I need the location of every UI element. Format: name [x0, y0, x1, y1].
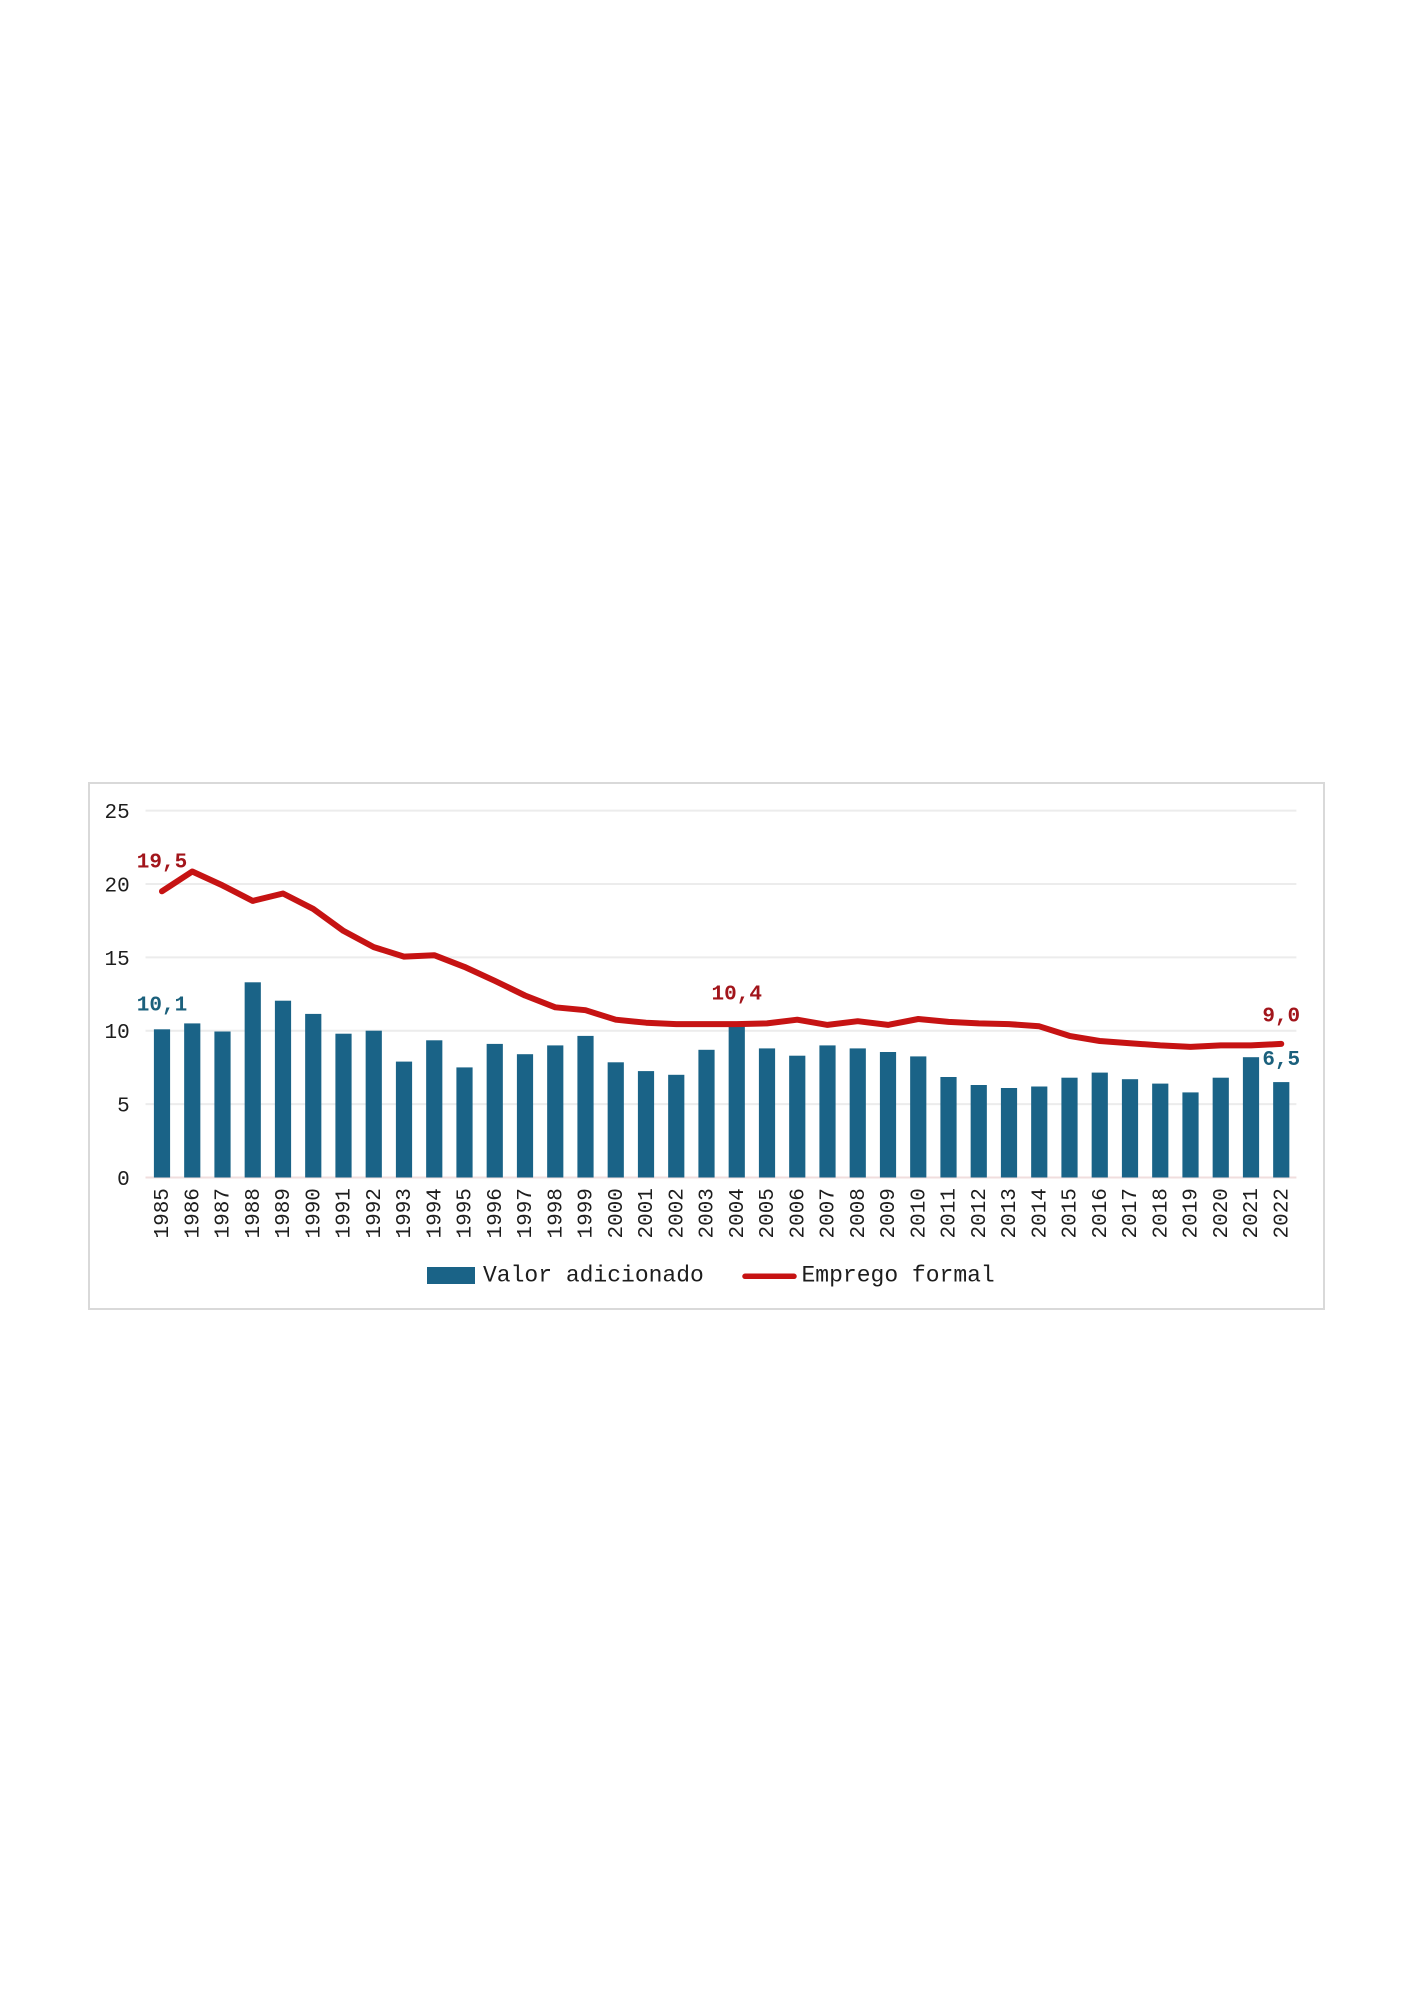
svg-text:2004: 2004 [727, 1188, 750, 1238]
svg-text:2008: 2008 [848, 1188, 871, 1238]
svg-text:2002: 2002 [666, 1188, 689, 1238]
svg-text:1988: 1988 [243, 1188, 266, 1238]
svg-text:1999: 1999 [576, 1188, 599, 1238]
svg-text:2010: 2010 [908, 1188, 931, 1238]
svg-text:2013: 2013 [999, 1188, 1022, 1238]
svg-text:2021: 2021 [1241, 1188, 1264, 1238]
svg-text:0: 0 [117, 1169, 130, 1192]
svg-text:1994: 1994 [424, 1188, 447, 1238]
svg-text:2016: 2016 [1090, 1188, 1113, 1238]
svg-text:1993: 1993 [394, 1188, 417, 1238]
svg-text:9,0: 9,0 [1262, 1006, 1300, 1029]
svg-text:2022: 2022 [1271, 1188, 1294, 1238]
svg-text:2019: 2019 [1181, 1188, 1204, 1238]
svg-text:1992: 1992 [364, 1188, 387, 1238]
svg-text:2005: 2005 [757, 1188, 780, 1238]
svg-text:2018: 2018 [1150, 1188, 1173, 1238]
svg-text:2014: 2014 [1029, 1188, 1052, 1238]
svg-text:1991: 1991 [334, 1188, 357, 1238]
svg-text:10: 10 [104, 1022, 129, 1045]
svg-text:1985: 1985 [152, 1188, 175, 1238]
svg-text:1989: 1989 [273, 1188, 296, 1238]
svg-text:20: 20 [104, 876, 129, 899]
svg-text:2003: 2003 [697, 1188, 720, 1238]
svg-text:1995: 1995 [455, 1188, 478, 1238]
svg-text:25: 25 [104, 802, 129, 825]
svg-text:2011: 2011 [939, 1188, 962, 1238]
svg-text:1996: 1996 [485, 1188, 508, 1238]
svg-text:1990: 1990 [303, 1188, 326, 1238]
svg-text:2012: 2012 [969, 1188, 992, 1238]
svg-text:1987: 1987 [213, 1188, 236, 1238]
svg-text:6,5: 6,5 [1262, 1049, 1300, 1072]
svg-text:5: 5 [117, 1096, 130, 1119]
svg-text:15: 15 [104, 949, 129, 972]
svg-text:2007: 2007 [818, 1188, 841, 1238]
svg-text:19,5: 19,5 [137, 852, 187, 875]
svg-text:2020: 2020 [1211, 1188, 1234, 1238]
svg-text:2009: 2009 [878, 1188, 901, 1238]
svg-text:2017: 2017 [1120, 1188, 1143, 1238]
svg-text:2001: 2001 [636, 1188, 659, 1238]
svg-text:2000: 2000 [606, 1188, 629, 1238]
svg-text:10,1: 10,1 [137, 995, 187, 1018]
svg-text:Emprego formal: Emprego formal [802, 1263, 995, 1289]
svg-text:Valor adicionado: Valor adicionado [483, 1263, 704, 1289]
svg-text:10,4: 10,4 [712, 984, 762, 1007]
svg-text:1998: 1998 [545, 1188, 568, 1238]
svg-text:2015: 2015 [1060, 1188, 1083, 1238]
svg-text:1997: 1997 [515, 1188, 538, 1238]
svg-text:1986: 1986 [182, 1188, 205, 1238]
svg-text:2006: 2006 [787, 1188, 810, 1238]
